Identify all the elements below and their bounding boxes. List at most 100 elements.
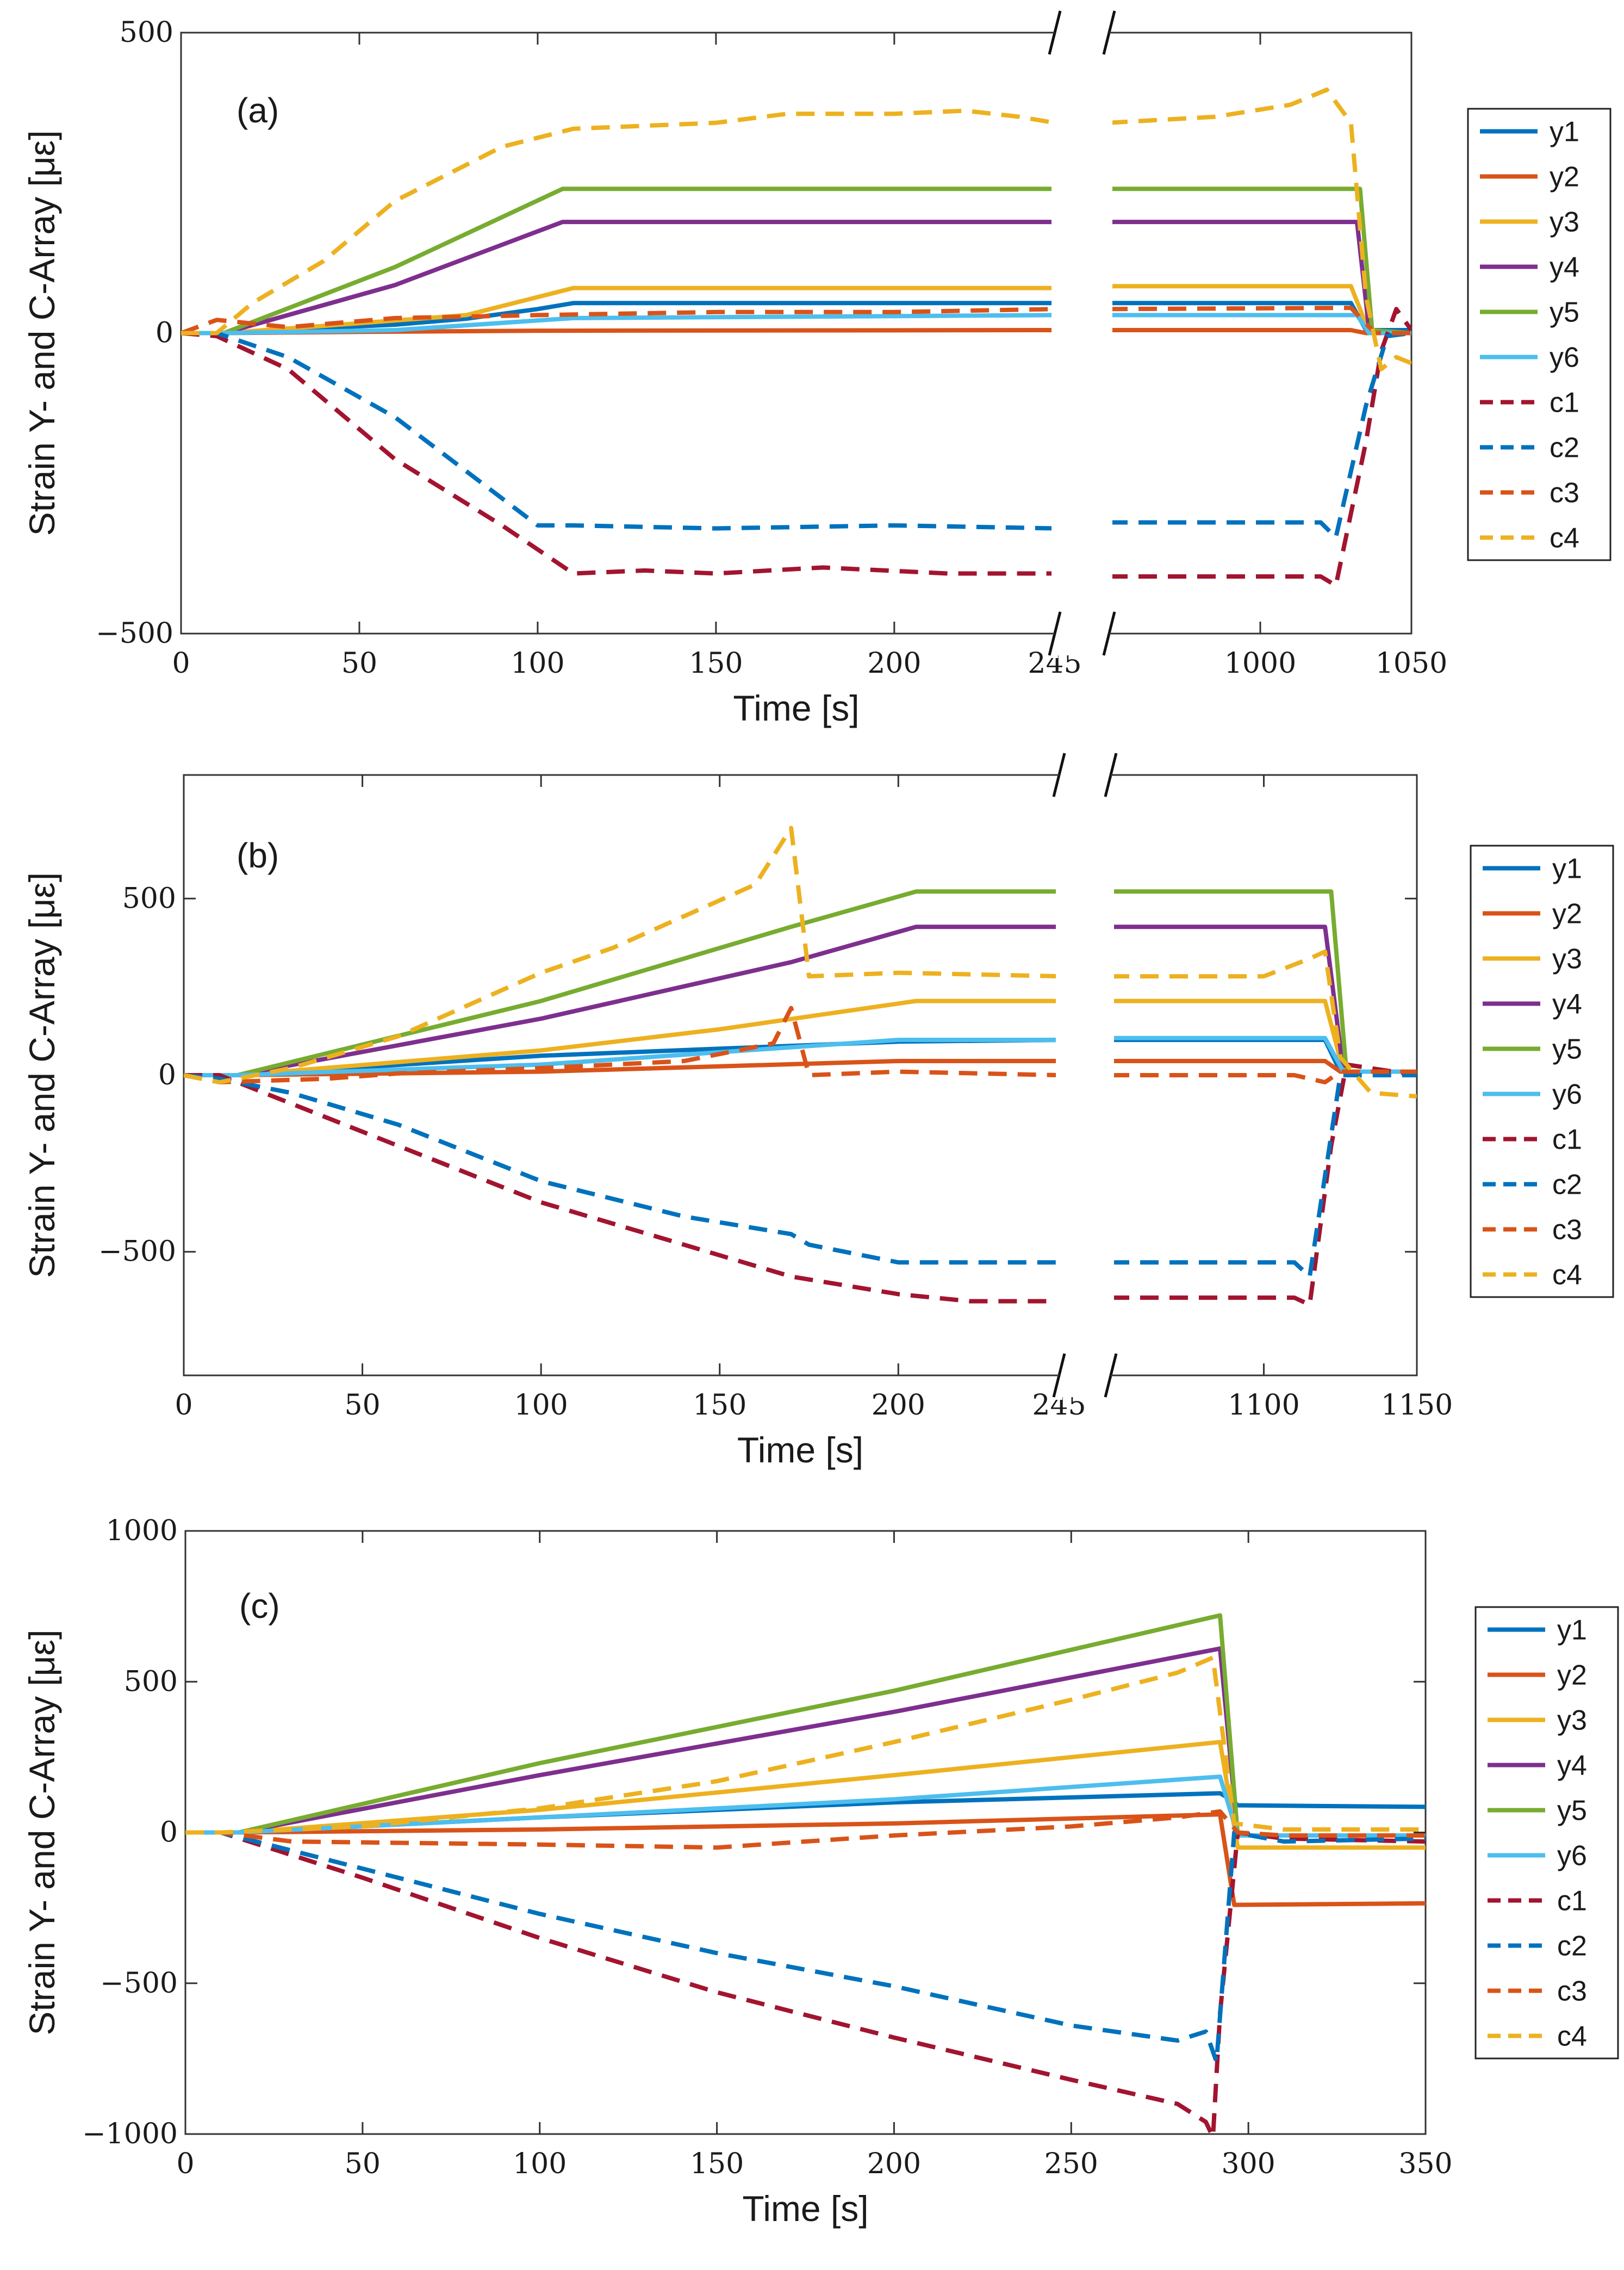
legend-label-y5: y5 [1552,1034,1582,1065]
series-line-y6 [1109,313,1411,336]
panel-label: (a) [237,91,279,130]
y-tick-label: −1000 [82,2118,178,2150]
series-line-c3 [1111,1069,1417,1084]
y-tick-label: −500 [100,1967,178,2000]
series-group [181,88,1411,588]
legend-label-y3: y3 [1557,1705,1587,1736]
x-tick-label: 0 [175,1389,192,1422]
series-line-c2 [184,1073,1059,1265]
legend-label-y5: y5 [1550,297,1579,328]
x-tick-label: 1100 [1228,1389,1299,1422]
x-tick-label: 0 [172,647,190,680]
x-axis-title: Time [s] [733,688,859,728]
y-tick-label: 500 [120,16,173,49]
legend-label-c1: c1 [1557,1886,1587,1917]
x-tick-label: 150 [693,1389,746,1422]
series-line-c4 [1111,949,1417,1099]
y-tick-label: 1000 [106,1515,178,1547]
legend-label-y4: y4 [1552,989,1582,1020]
series-line-c3 [1109,306,1411,336]
x-tick-label: 200 [872,1389,925,1422]
x-tick-label: 200 [867,647,921,680]
y-tick-label: 0 [160,1816,178,1849]
x-tick-label: 50 [345,2148,381,2180]
legend-label-y2: y2 [1550,162,1579,193]
y-tick-label: 0 [155,317,173,350]
legend-label-y4: y4 [1557,1750,1587,1782]
series-line-y6 [181,313,1055,336]
x-tick-label: 100 [514,1389,568,1422]
series-line-c3 [184,1006,1060,1084]
legend-label-y2: y2 [1552,898,1582,930]
series-group [184,826,1417,1307]
y-tick-label: −500 [96,617,173,650]
legend-label-c3: c3 [1550,477,1579,509]
series-line-c1 [1109,307,1411,588]
legend-label-c2: c2 [1550,432,1579,464]
legend-label-c4: c4 [1550,523,1579,554]
legend: y1 y2 y3 y4 y5 y6 c1 c2 c3 c4 [1474,1606,1619,2060]
series-line-c1 [1111,1062,1417,1307]
legend-label-y6: y6 [1557,1840,1587,1872]
panel-label: (c) [239,1586,280,1626]
x-tick-label: 1150 [1381,1389,1453,1422]
legend-label-y1: y1 [1550,116,1579,148]
axis-break-gap [1059,753,1111,1397]
series-line-c3 [181,307,1055,336]
y-axis-title: Strain Y- and C-Array [με] [22,130,62,536]
series-line-c2 [181,331,1055,531]
legend-label-y6: y6 [1550,342,1579,374]
legend-box [1474,1606,1619,2060]
legend: y1 y2 y3 y4 y5 y6 c1 c2 c3 c4 [1467,108,1611,561]
legend-label-y5: y5 [1557,1795,1587,1827]
series-line-c2 [1111,1073,1417,1279]
x-tick-label: 150 [689,647,743,680]
legend-label-y3: y3 [1552,944,1582,975]
series-line-c2 [1109,331,1411,540]
legend-label-c1: c1 [1552,1124,1582,1156]
legend-label-y4: y4 [1550,252,1579,283]
legend: y1 y2 y3 y4 y5 y6 c1 c2 c3 c4 [1470,845,1614,1298]
axis-break-gap [1055,11,1109,655]
series-group [185,1613,1426,2134]
legend-label-c3: c3 [1557,1976,1587,2007]
x-tick-label: 1000 [1224,647,1296,680]
y-tick-label: 0 [158,1059,176,1091]
legend-box [1467,108,1611,561]
legend-label-y6: y6 [1552,1079,1582,1111]
series-line-c4 [185,1655,1426,1835]
series-line-c4 [184,826,1060,1084]
series-line-c1 [185,1830,1426,2134]
legend-box [1470,845,1614,1298]
series-line-c3 [185,1809,1426,1850]
panel-c: −1000 −500 0 500 1000 0 50 100 150 200 250 300 350 (c… [22,1515,1619,2229]
legend-label-c2: c2 [1557,1931,1587,1962]
y-tick-label: 500 [122,882,176,915]
x-tick-label: 300 [1222,2148,1275,2180]
x-tick-label: 200 [867,2148,921,2180]
legend-label-c1: c1 [1550,387,1579,419]
panel-label: (b) [237,836,279,875]
y-tick-label: −500 [98,1236,176,1268]
legend-label-y1: y1 [1557,1615,1587,1646]
legend-label-c3: c3 [1552,1214,1582,1246]
series-line-c1 [181,331,1055,576]
x-tick-label: 50 [341,647,377,680]
y-axis-title: Strain Y- and C-Array [με] [22,1629,62,2035]
x-axis-title: Time [s] [742,2188,868,2229]
legend-label-c2: c2 [1552,1169,1582,1201]
series-line-c1 [184,1073,1059,1304]
x-tick-label: 100 [511,647,564,680]
legend-label-y3: y3 [1550,207,1579,238]
x-axis-title: Time [s] [737,1430,863,1470]
legend-label-y1: y1 [1552,853,1582,885]
legend-label-y2: y2 [1557,1660,1587,1691]
legend-label-c4: c4 [1557,2021,1587,2052]
x-tick-label: 50 [344,1389,380,1422]
series-line-c2 [185,1830,1426,2064]
x-tick-label: 0 [176,2148,194,2180]
x-tick-label: 100 [513,2148,567,2180]
x-tick-label: 250 [1044,2148,1098,2180]
